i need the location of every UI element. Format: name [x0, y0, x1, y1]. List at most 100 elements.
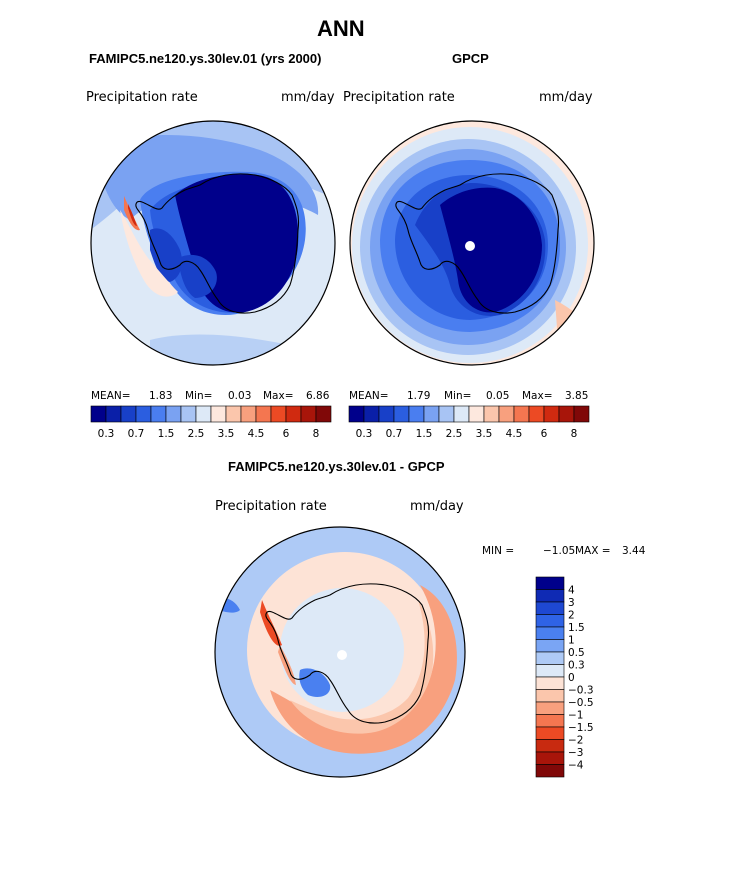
model-colorbar-swatch — [150, 405, 167, 423]
obs-map — [349, 120, 595, 366]
model-colorbar-tick-label: 0.7 — [128, 428, 145, 440]
model-colorbar-swatch — [225, 405, 242, 423]
model-min-label: Min= — [185, 390, 213, 402]
obs-colorbar-tick-label: 4.5 — [506, 428, 523, 440]
model-mean-value: 1.83 — [149, 390, 173, 402]
obs-colorbar-tick-label: 0.3 — [356, 428, 373, 440]
model-colorbar-tick-label: 3.5 — [218, 428, 235, 440]
diff-colorbar-swatch — [535, 664, 565, 678]
diff-colorbar-swatch — [535, 714, 565, 728]
model-colorbar-tick-label: 4.5 — [248, 428, 265, 440]
model-colorbar-swatch — [240, 405, 257, 423]
diff-colorbar-tick-label: 1 — [568, 635, 575, 647]
model-max-value: 6.86 — [306, 390, 330, 402]
diff-colorbar-tick-label: 0 — [568, 672, 575, 684]
obs-colorbar-swatch — [528, 405, 545, 423]
obs-colorbar-tick-label: 6 — [541, 428, 548, 440]
model-colorbar-tick-label: 2.5 — [188, 428, 205, 440]
model-colorbar-swatch — [315, 405, 332, 423]
diff-colorbar-tick-label: 0.5 — [568, 647, 585, 659]
figure-title: ANN — [317, 16, 365, 41]
diff-colorbar-swatch — [535, 689, 565, 703]
model-max-label: Max= — [263, 390, 294, 402]
model-colorbar-tick-label: 1.5 — [158, 428, 175, 440]
diff-max-value: 3.44 — [622, 545, 646, 557]
model-colorbar-swatch — [90, 405, 107, 423]
diff-colorbar-tick-label: −0.5 — [568, 697, 594, 709]
obs-colorbar-swatch — [393, 405, 410, 423]
model-subtitle: FAMIPC5.ne120.ys.30lev.01 (yrs 2000) — [89, 51, 322, 66]
diff-colorbar-tick-label: 1.5 — [568, 622, 585, 634]
model-colorbar-swatch — [210, 405, 227, 423]
diff-colorbar-swatch — [535, 726, 565, 740]
obs-subtitle: GPCP — [452, 51, 489, 66]
obs-max-label: Max= — [522, 390, 553, 402]
obs-colorbar-swatch — [543, 405, 560, 423]
diff-colorbar-swatch — [535, 751, 565, 765]
model-colorbar-swatch — [270, 405, 287, 423]
diff-variable-label: Precipitation rate — [215, 499, 327, 514]
diff-min-label: MIN = — [482, 545, 515, 557]
obs-colorbar-tick-label: 2.5 — [446, 428, 463, 440]
model-colorbar-tick-label: 0.3 — [98, 428, 115, 440]
model-min-value: 0.03 — [228, 390, 252, 402]
obs-colorbar-swatch — [498, 405, 515, 423]
model-colorbar-swatch — [120, 405, 137, 423]
model-map — [90, 120, 336, 366]
obs-colorbar-swatch — [468, 405, 485, 423]
model-colorbar-swatch — [165, 405, 182, 423]
model-variable-label: Precipitation rate — [86, 90, 198, 105]
model-colorbar-swatch — [180, 405, 197, 423]
obs-colorbar-swatch — [513, 405, 530, 423]
model-colorbar-swatch — [105, 405, 122, 423]
diff-subtitle: FAMIPC5.ne120.ys.30lev.01 - GPCP — [228, 459, 445, 474]
diff-colorbar-swatch — [535, 701, 565, 715]
diff-colorbar-swatch — [535, 626, 565, 640]
obs-colorbar-swatch — [453, 405, 470, 423]
diff-colorbar-tick-label: −1.5 — [568, 722, 594, 734]
model-colorbar-swatch — [300, 405, 317, 423]
model-mean-label: MEAN= — [91, 390, 131, 402]
model-units-label: mm/day — [281, 90, 335, 105]
diff-colorbar-swatch — [535, 614, 565, 628]
diff-colorbar-tick-label: 4 — [568, 585, 575, 597]
diff-colorbar-tick-label: −0.3 — [568, 685, 594, 697]
obs-colorbar-tick-label: 3.5 — [476, 428, 493, 440]
obs-colorbar-swatch — [408, 405, 425, 423]
diff-colorbar-tick-label: −1 — [568, 710, 583, 722]
obs-colorbar-tick-label: 8 — [571, 428, 578, 440]
obs-max-value: 3.85 — [565, 390, 589, 402]
diff-colorbar-swatch — [535, 639, 565, 653]
obs-colorbar-swatch — [423, 405, 440, 423]
model-colorbar-tick-label: 6 — [283, 428, 290, 440]
diff-colorbar-swatch — [535, 676, 565, 690]
obs-colorbar-swatch — [378, 405, 395, 423]
diff-colorbar-tick-label: −4 — [568, 760, 584, 772]
diff-colorbar-swatch — [535, 589, 565, 603]
diff-units-label: mm/day — [410, 499, 464, 514]
diff-colorbar-swatch — [535, 576, 565, 590]
diff-min-value: −1.05 — [543, 545, 576, 557]
obs-colorbar-swatch — [558, 405, 575, 423]
obs-colorbar-swatch — [438, 405, 455, 423]
obs-colorbar-tick-label: 1.5 — [416, 428, 433, 440]
obs-colorbar-swatch — [363, 405, 380, 423]
obs-colorbar-tick-label: 0.7 — [386, 428, 403, 440]
obs-mean-label: MEAN= — [349, 390, 389, 402]
diff-colorbar-tick-label: −2 — [568, 735, 583, 747]
obs-colorbar: 0.3 0.7 1.5 2.5 3.5 4.5 6 8 — [348, 405, 590, 440]
obs-mean-value: 1.79 — [407, 390, 431, 402]
diff-map — [214, 526, 466, 778]
obs-colorbar-swatch — [348, 405, 365, 423]
diff-colorbar-swatch — [535, 764, 565, 778]
diff-colorbar-swatch — [535, 739, 565, 753]
obs-min-label: Min= — [444, 390, 472, 402]
model-colorbar-swatch — [135, 405, 152, 423]
obs-colorbar-swatch — [483, 405, 500, 423]
model-colorbar-swatch — [285, 405, 302, 423]
diff-max-label: MAX = — [575, 545, 611, 557]
diff-colorbar-tick-label: 0.3 — [568, 660, 585, 672]
diff-colorbar-tick-label: −3 — [568, 747, 583, 759]
